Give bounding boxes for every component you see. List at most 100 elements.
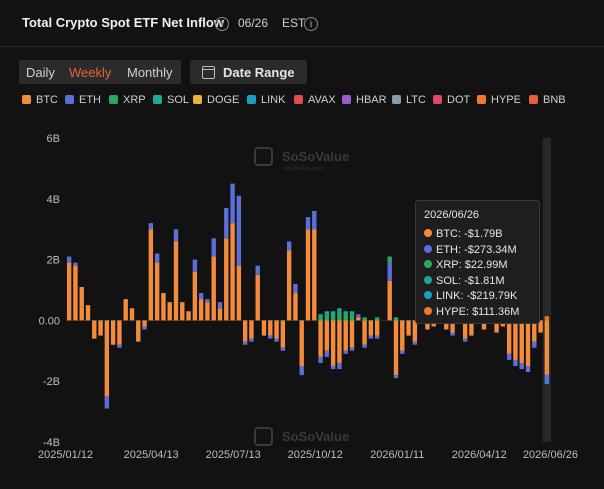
legend-item-dot[interactable]: DOT: [433, 94, 470, 106]
bar-eth-2025-09-14[interactable]: [286, 241, 292, 251]
bar-eth-2025-08-10[interactable]: [255, 265, 260, 275]
bar-eth-2026-05-31[interactable]: [519, 362, 524, 370]
bar-btc-2025-03-02[interactable]: [110, 320, 116, 345]
bar-eth-2025-07-13[interactable]: [230, 183, 235, 224]
bar-sol-2025-11-23[interactable]: [349, 311, 355, 315]
bar-btc-2026-06-14[interactable]: [532, 320, 537, 342]
bar-eth-2026-06-14[interactable]: [532, 341, 537, 348]
bar-xrp-2025-11-02[interactable]: [330, 317, 336, 321]
bar-btc-2026-04-05[interactable]: [469, 320, 474, 336]
bar-eth-2025-12-21[interactable]: [374, 335, 380, 339]
bar-btc-2026-03-29[interactable]: [462, 320, 468, 339]
bar-btc-2026-03-08[interactable]: [444, 320, 449, 330]
bar-eth-2026-06-26[interactable]: [544, 374, 550, 384]
bar-xrp-2026-01-11[interactable]: [393, 317, 399, 321]
bar-btc-2025-09-21[interactable]: [293, 293, 298, 321]
bar-btc-2026-01-18[interactable]: [400, 320, 405, 351]
bar-btc-2025-10-26[interactable]: [324, 320, 330, 351]
timezone-info-icon[interactable]: i: [304, 17, 318, 31]
bar-btc-2026-01-25[interactable]: [406, 320, 411, 336]
bar-btc-2025-12-07[interactable]: [362, 320, 367, 345]
bar-sol-2025-11-02[interactable]: [330, 311, 336, 318]
bar-eth-2025-10-19[interactable]: [318, 356, 323, 363]
bar-btc-2025-03-30[interactable]: [136, 320, 141, 342]
bar-btc-2025-07-20[interactable]: [236, 265, 242, 321]
bar-eth-2026-01-11[interactable]: [393, 375, 399, 379]
bar-eth-2025-04-06[interactable]: [142, 326, 147, 330]
bar-btc-2025-04-20[interactable]: [154, 262, 160, 321]
bar-eth-2025-01-19[interactable]: [73, 262, 78, 266]
bar-btc-2025-07-13[interactable]: [230, 223, 235, 321]
bar-btc-2025-03-09[interactable]: [117, 320, 122, 345]
bar-eth-2026-01-04[interactable]: [387, 262, 392, 281]
legend-item-ltc[interactable]: LTC: [392, 94, 426, 106]
bar-eth-2025-06-22[interactable]: [211, 238, 216, 257]
bar-btc-2025-08-10[interactable]: [255, 274, 260, 321]
bar-btc-2026-01-04[interactable]: [387, 280, 392, 321]
bar-btc-2025-05-04[interactable]: [167, 302, 172, 321]
bar-eth-2025-11-02[interactable]: [330, 366, 336, 370]
bar-btc-2025-03-16[interactable]: [123, 299, 128, 321]
date-range-button[interactable]: Date Range: [190, 60, 307, 84]
bar-btc-2025-10-19[interactable]: [318, 320, 323, 357]
bar-btc-2025-11-02[interactable]: [330, 320, 336, 366]
bar-btc-2025-08-17[interactable]: [261, 320, 267, 336]
bar-eth-2025-08-31[interactable]: [274, 338, 279, 342]
bar-btc-2025-10-12[interactable]: [312, 229, 317, 321]
bar-btc-2026-01-11[interactable]: [393, 320, 399, 376]
bar-eth-2025-03-09[interactable]: [117, 344, 122, 348]
bar-btc-2025-09-14[interactable]: [286, 250, 292, 321]
bar-eth-2025-09-21[interactable]: [293, 283, 298, 294]
bar-btc-2025-04-13[interactable]: [148, 229, 154, 321]
bar-btc-2025-12-21[interactable]: [374, 320, 380, 336]
bar-eth-2025-09-07[interactable]: [280, 347, 286, 351]
bar-xrp-2025-11-09[interactable]: [337, 311, 342, 321]
bar-btc-2025-08-31[interactable]: [274, 320, 279, 339]
bar-btc-2026-03-15[interactable]: [450, 320, 455, 333]
bar-btc-2025-01-26[interactable]: [79, 286, 84, 321]
bar-eth-2025-08-03[interactable]: [249, 338, 254, 342]
bar-eth-2025-11-23[interactable]: [349, 347, 355, 351]
bar-eth-2025-10-05[interactable]: [305, 217, 311, 230]
bar-eth-2025-12-07[interactable]: [362, 344, 367, 348]
legend-item-hbar[interactable]: HBAR: [342, 94, 387, 106]
bar-btc-2025-09-28[interactable]: [299, 320, 304, 366]
bar-btc-2025-01-19[interactable]: [73, 265, 78, 321]
bar-xrp-2025-11-23[interactable]: [349, 314, 355, 321]
bar-btc-2025-04-27[interactable]: [161, 293, 166, 321]
bar-xrp-2025-10-26[interactable]: [324, 314, 330, 321]
legend-item-link[interactable]: LINK: [247, 94, 285, 106]
bar-btc-2026-06-26[interactable]: [544, 320, 550, 375]
bar-btc-2025-05-25[interactable]: [186, 311, 191, 321]
bar-btc-2026-05-17[interactable]: [506, 320, 512, 354]
bar-xrp-2025-12-07[interactable]: [362, 317, 367, 321]
bar-eth-2026-05-17[interactable]: [506, 353, 512, 360]
bar-eth-2025-08-24[interactable]: [268, 335, 273, 339]
bar-btc-2026-05-03[interactable]: [494, 320, 499, 333]
bar-btc-2025-06-15[interactable]: [205, 302, 210, 321]
bar-btc-2025-01-12[interactable]: [66, 262, 72, 321]
bar-eth-2025-02-23[interactable]: [104, 396, 110, 409]
bar-eth-2025-10-12[interactable]: [312, 210, 317, 230]
bar-eth-2025-06-15[interactable]: [205, 299, 210, 303]
bar-btc-2025-02-09[interactable]: [92, 320, 97, 339]
period-daily[interactable]: Daily: [26, 65, 55, 80]
bar-eth-2025-05-11[interactable]: [173, 229, 179, 242]
legend-item-eth[interactable]: ETH: [65, 94, 101, 106]
legend-item-doge[interactable]: DOGE: [193, 94, 239, 106]
bar-btc-2025-02-23[interactable]: [104, 320, 110, 397]
legend-item-avax[interactable]: AVAX: [294, 94, 336, 106]
bar-eth-2025-07-06[interactable]: [224, 207, 229, 239]
bar-btc-2025-11-16[interactable]: [343, 320, 348, 351]
bar-eth-2025-06-29[interactable]: [217, 302, 223, 309]
bar-eth-2025-01-12[interactable]: [66, 256, 72, 263]
bar-eth-2026-05-24[interactable]: [513, 359, 518, 366]
bar-btc-2025-11-23[interactable]: [349, 320, 355, 348]
bar-btc-2025-06-08[interactable]: [198, 299, 204, 321]
legend-item-bnb[interactable]: BNB: [529, 94, 566, 106]
bar-btc-2025-02-02[interactable]: [85, 305, 91, 321]
bar-eth-2025-04-20[interactable]: [154, 253, 160, 263]
bar-hype-2026-06-26[interactable]: [544, 316, 550, 320]
bar-btc-2026-02-01[interactable]: [412, 320, 418, 342]
bar-eth-2025-12-14[interactable]: [368, 335, 374, 339]
